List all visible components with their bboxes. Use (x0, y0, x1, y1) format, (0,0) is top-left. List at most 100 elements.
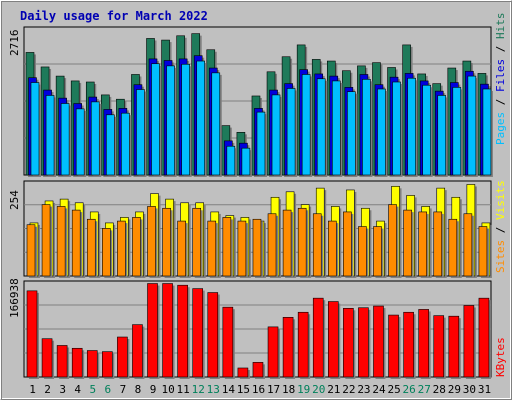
panel-1-legend: Pages / Files / Hits (494, 13, 507, 146)
panel-1-ymax-label: 2716 (8, 30, 21, 57)
x-label-day-6: 6 (105, 383, 112, 396)
bar-sites-day-14 (222, 217, 232, 277)
bar-kbytes-day-23 (358, 307, 369, 378)
bar-sites-day-21 (327, 220, 337, 277)
x-label-day-2: 2 (44, 383, 51, 396)
bar-kbytes-day-26 (403, 311, 414, 378)
bar-kbytes-day-5 (86, 350, 98, 378)
bar-pages-day-1 (30, 82, 40, 176)
bar-kbytes-day-3 (56, 345, 68, 378)
bar-pages-day-21 (331, 80, 341, 176)
x-label-day-5: 5 (89, 383, 96, 396)
bar-kbytes-day-10 (162, 283, 173, 378)
bar-kbytes-day-1 (26, 290, 38, 378)
bar-sites-day-30 (463, 213, 473, 277)
x-label-day-24: 24 (372, 383, 386, 396)
bar-pages-day-25 (392, 81, 401, 176)
bar-sites-day-16 (252, 218, 262, 277)
bar-sites-day-12 (192, 207, 202, 277)
bar-sites-day-8 (132, 217, 141, 277)
bar-sites-day-13 (207, 220, 217, 277)
bar-sites-day-23 (358, 226, 367, 277)
legend-pages: Pages (494, 112, 507, 145)
bar-pages-day-24 (377, 88, 386, 176)
bar-kbytes-day-25 (388, 314, 399, 378)
bar-pages-day-13 (211, 72, 221, 176)
bar-pages-day-30 (467, 75, 477, 176)
x-label-day-15: 15 (237, 383, 250, 396)
legend-separator: / (494, 39, 507, 59)
bar-sites-day-6 (102, 228, 111, 277)
x-label-day-19: 19 (297, 383, 310, 396)
bar-sites-day-22 (343, 211, 352, 277)
x-label-day-1: 1 (29, 383, 36, 396)
bar-kbytes-day-24 (373, 305, 384, 378)
bar-sites-day-29 (448, 218, 458, 277)
bar-sites-day-20 (312, 213, 322, 277)
bar-sites-day-3 (56, 206, 66, 277)
bar-pages-day-15 (241, 147, 251, 176)
legend-hits: Hits (494, 13, 507, 40)
bar-sites-day-15 (237, 220, 247, 277)
bar-kbytes-day-2 (41, 338, 53, 378)
bar-pages-day-6 (106, 114, 115, 176)
bar-pages-day-16 (256, 111, 266, 176)
bar-pages-day-7 (121, 112, 130, 176)
x-label-day-29: 29 (448, 383, 461, 396)
bar-kbytes-day-6 (102, 351, 113, 378)
bar-kbytes-day-27 (418, 309, 429, 378)
x-label-day-21: 21 (327, 383, 340, 396)
bar-sites-day-5 (86, 218, 96, 277)
bar-kbytes-day-19 (297, 311, 309, 378)
bar-kbytes-day-12 (192, 288, 204, 378)
bar-pages-day-3 (60, 103, 70, 176)
bar-sites-day-27 (418, 211, 427, 277)
bar-sites-day-10 (162, 207, 171, 277)
panel-2-legend: Sites / Visits (494, 180, 507, 273)
bar-pages-day-11 (181, 63, 190, 176)
chart-title: Daily usage for March 2022 (20, 9, 208, 23)
bar-sites-day-25 (388, 204, 397, 277)
bar-sites-day-31 (478, 226, 488, 277)
x-label-day-4: 4 (74, 383, 81, 396)
bar-pages-day-27 (422, 84, 431, 176)
x-label-day-11: 11 (177, 383, 190, 396)
x-label-day-16: 16 (252, 383, 265, 396)
panel-2-ymax-label: 254 (8, 190, 21, 210)
x-label-day-8: 8 (135, 383, 142, 396)
x-label-day-7: 7 (120, 383, 127, 396)
x-axis-labels: 1 2 3 4 5 6 7 8 9 10 11 12 13 14 15 16 17 18 19 20 21 22 23 24 2… (29, 383, 491, 396)
legend-sites: Sites (494, 240, 507, 273)
panel-3-legend: KBytes (494, 337, 507, 377)
x-label-day-18: 18 (282, 383, 295, 396)
x-label-day-17: 17 (267, 383, 280, 396)
bar-pages-day-14 (226, 145, 236, 176)
x-label-day-30: 30 (463, 383, 476, 396)
bar-sites-day-18 (282, 209, 292, 277)
bar-kbytes-day-7 (117, 336, 128, 378)
legend-separator: / (494, 220, 507, 240)
bar-kbytes-day-13 (207, 292, 219, 378)
bar-sites-day-28 (433, 211, 443, 277)
panel-3-ymax-label: 166938 (8, 278, 21, 318)
bar-pages-day-28 (437, 95, 447, 176)
bar-kbytes-day-31 (478, 297, 490, 378)
bar-pages-day-5 (90, 101, 100, 176)
legend-visits: Visits (494, 180, 507, 220)
x-label-day-12: 12 (192, 383, 205, 396)
x-label-day-25: 25 (387, 383, 400, 396)
bar-pages-day-19 (301, 74, 311, 176)
legend-files: Files (494, 59, 507, 92)
bar-kbytes-day-9 (147, 283, 158, 378)
bar-pages-day-12 (196, 60, 206, 176)
bar-pages-day-22 (347, 91, 356, 176)
bar-sites-day-2 (41, 204, 51, 277)
x-label-day-27: 27 (418, 383, 431, 396)
bar-pages-day-17 (271, 94, 281, 176)
x-label-day-10: 10 (161, 383, 174, 396)
x-label-day-9: 9 (150, 383, 157, 396)
bar-pages-day-4 (75, 108, 85, 176)
